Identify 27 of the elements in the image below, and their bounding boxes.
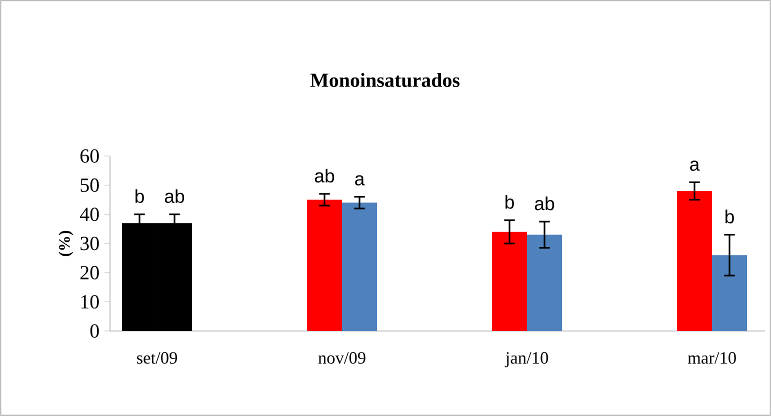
bar	[492, 232, 528, 331]
y-tick-label: 40	[80, 208, 99, 222]
chart-title: Monoinsaturados	[310, 72, 460, 88]
annotation: b	[136, 189, 144, 203]
y-tick-label: 10	[81, 295, 99, 309]
annotation: b	[506, 195, 514, 209]
bar	[712, 255, 747, 331]
annotation: ab	[314, 168, 334, 183]
y-tick-label: 20	[80, 266, 99, 280]
annotation: ab	[534, 196, 554, 210]
bar	[677, 190, 712, 331]
x-tick-label: mar/10	[688, 352, 736, 364]
y-tick-label: 60	[80, 149, 99, 163]
x-tick-label: jan/10	[504, 352, 548, 368]
y-tick-label: 50	[80, 178, 99, 192]
y-tick-label: 30	[80, 236, 99, 250]
x-tick-label: set/09	[137, 352, 177, 364]
bar	[527, 234, 562, 331]
y-axis-title: (%)	[58, 230, 74, 256]
annotation: b	[726, 210, 734, 224]
x-tick-label: nov/09	[318, 352, 366, 364]
annotation: ab	[164, 189, 184, 203]
bar	[307, 200, 342, 331]
annotation: a	[690, 160, 700, 171]
annotation: a	[355, 175, 365, 186]
y-tick-label: 0	[90, 324, 99, 338]
bar	[342, 202, 378, 331]
